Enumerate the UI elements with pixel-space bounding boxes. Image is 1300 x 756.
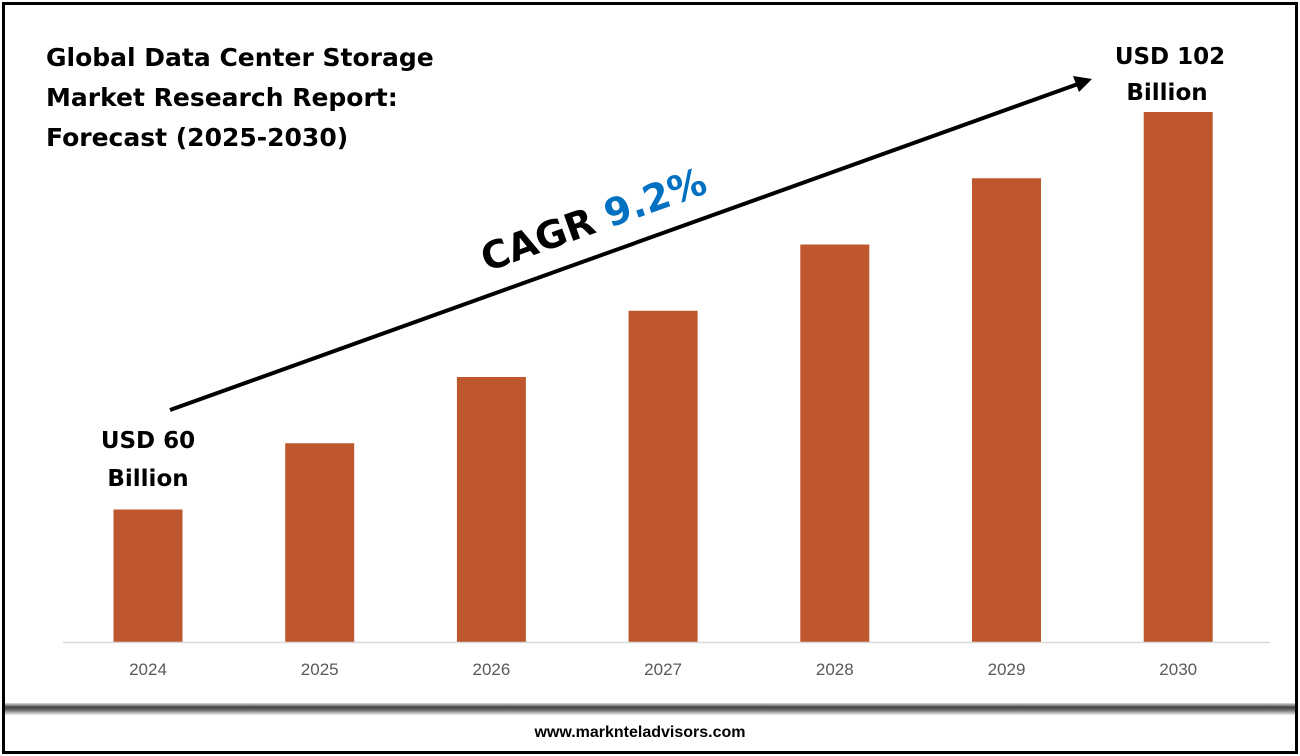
x-tick-label: 2025	[301, 660, 339, 679]
bars	[113, 112, 1213, 642]
x-tick-label: 2030	[1159, 660, 1197, 679]
title-line-1: Global Data Center Storage	[46, 43, 434, 72]
x-tick-label: 2028	[816, 660, 854, 679]
bar-2030	[1143, 112, 1213, 642]
chart-title: Global Data Center Storage Market Resear…	[46, 43, 434, 152]
last-label-line-1: USD 102	[1115, 44, 1225, 70]
bar-2029	[972, 178, 1041, 642]
last-data-label: USD 102 Billion	[1115, 44, 1225, 106]
x-axis-ticks: 2024 2025 2026 2027 2028 2029 2030	[129, 660, 1197, 679]
arrow-head-icon	[1073, 76, 1092, 92]
last-label-line-2: Billion	[1126, 80, 1207, 106]
footer-url: www.marknteladvisors.com	[533, 724, 745, 741]
x-tick-label: 2029	[988, 660, 1026, 679]
growth-arrow	[169, 76, 1092, 412]
title-line-3: Forecast (2025-2030)	[46, 123, 348, 152]
x-tick-label: 2024	[129, 660, 167, 679]
x-tick-label: 2027	[644, 660, 682, 679]
bar-2027	[628, 310, 698, 642]
footer-separator	[5, 703, 1295, 715]
bar-2028	[800, 244, 870, 642]
first-label-line-2: Billion	[107, 466, 188, 492]
bar-2026	[456, 377, 526, 642]
first-label-line-1: USD 60	[101, 428, 195, 454]
first-data-label: USD 60 Billion	[101, 428, 195, 492]
bar-2024	[113, 509, 183, 642]
x-tick-label: 2026	[472, 660, 510, 679]
title-line-2: Market Research Report:	[46, 83, 398, 112]
bar-2025	[285, 443, 355, 642]
